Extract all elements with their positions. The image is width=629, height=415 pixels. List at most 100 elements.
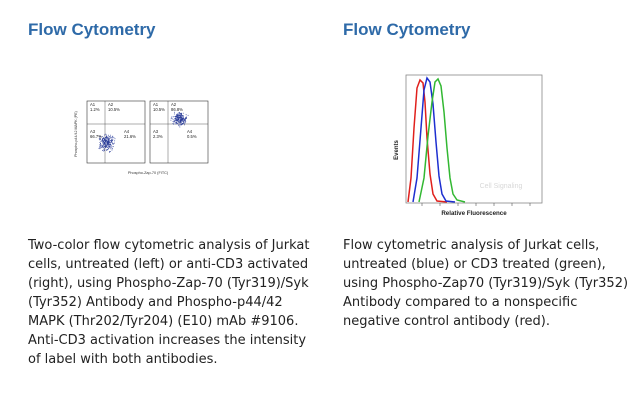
x-axis-ticks — [421, 203, 531, 206]
scatter-dot — [106, 150, 108, 151]
scatter-dot — [175, 119, 177, 121]
scatter-dot — [112, 140, 114, 142]
scatter-dot — [100, 138, 102, 140]
scatter-dot — [113, 146, 114, 148]
scatter-dot — [178, 117, 180, 119]
scatter-dot — [177, 122, 179, 124]
scatter-dot — [107, 147, 109, 148]
scatter-dot — [114, 140, 116, 142]
scatter-dot — [181, 115, 183, 117]
scatter-dot — [107, 134, 109, 136]
scatter-dot — [104, 145, 106, 147]
scatter-dot — [103, 141, 104, 142]
y-axis-label: Events — [394, 140, 400, 160]
scatter-dot — [172, 121, 174, 122]
scatter-dot — [100, 147, 102, 149]
scatter-dot — [174, 111, 176, 113]
scatter-dot — [107, 149, 109, 150]
scatter-dot — [183, 118, 185, 119]
scatter-dot — [103, 143, 105, 145]
scatter-dot — [110, 138, 112, 140]
quadrant-value: 66.7% — [90, 134, 102, 139]
scatter-dot — [176, 119, 178, 121]
quadrant-value: 10.5% — [153, 107, 165, 112]
scatter-dot — [109, 147, 110, 149]
scatter-dot — [184, 124, 185, 126]
scatter-dot — [177, 119, 179, 121]
scatter-dot — [103, 139, 105, 141]
scatter-dot — [106, 141, 108, 143]
scatter-dot — [103, 148, 105, 150]
scatter-dot — [180, 117, 182, 119]
scatter-dot — [102, 145, 104, 147]
scatter-dot — [174, 123, 176, 125]
scatter-dot — [182, 115, 184, 117]
scatter-dot — [181, 116, 183, 118]
scatter-dot — [111, 143, 113, 145]
scatter-dot — [173, 120, 175, 122]
scatter-dot — [185, 116, 187, 118]
scatter-dot — [175, 123, 177, 125]
scatter-dot — [178, 125, 180, 127]
scatter-dot — [98, 147, 100, 149]
x-axis-label: Phospho-Zap-70 (FITC) — [128, 171, 169, 175]
scatter-dot — [99, 139, 101, 141]
scatter-dot — [182, 118, 184, 120]
scatter-dot — [181, 118, 183, 120]
scatter-dot — [108, 148, 109, 149]
scatter-dot — [171, 116, 173, 118]
scatter-dot — [108, 140, 110, 142]
scatter-dot — [182, 123, 184, 125]
scatter-dot — [108, 142, 110, 143]
scatter-dot — [106, 137, 108, 138]
scatter-dot — [102, 149, 103, 151]
scatter-dot — [177, 112, 179, 114]
scatter-dot — [185, 120, 187, 122]
scatter-dot — [176, 120, 178, 122]
scatter-dot — [106, 140, 107, 142]
scatter-dot — [99, 135, 101, 137]
scatter-dot — [103, 138, 105, 140]
scatter-dot — [110, 144, 112, 146]
scatter-dot — [103, 147, 105, 149]
scatter-dot — [106, 136, 107, 138]
scatter-dot — [112, 138, 114, 140]
scatter-dot — [108, 139, 110, 140]
scatter-dot — [106, 142, 107, 144]
scatter-dot — [184, 122, 186, 124]
scatter-dot — [177, 114, 179, 116]
scatter-dot — [106, 138, 108, 140]
quadrant-value: 21.6% — [124, 134, 136, 139]
scatter-dot — [106, 145, 108, 147]
quadrant-value: 2.3% — [153, 134, 163, 139]
dot-plots-image: Phospho-p44/42 MAPK (PE) A1 1.2% A2 10.5… — [74, 100, 209, 175]
scatter-dot — [111, 137, 113, 139]
scatter-dot — [102, 142, 104, 144]
two-color-flow-figure: Phospho-p44/42 MAPK (PE) A1 1.2% A2 10.5… — [72, 97, 232, 186]
scatter-dot — [182, 112, 184, 114]
scatter-dot — [108, 145, 110, 147]
scatter-dot — [103, 140, 105, 142]
scatter-dot — [178, 112, 180, 114]
scatter-dot — [102, 147, 104, 149]
scatter-dot — [103, 150, 105, 152]
scatter-dot — [111, 146, 113, 147]
scatter-dot — [173, 121, 175, 123]
scatter-dot — [181, 120, 183, 122]
scatter-dot — [174, 119, 176, 121]
scatter-dot — [180, 121, 181, 123]
scatter-dot — [99, 144, 101, 146]
scatter-dot — [105, 134, 107, 136]
scatter-dot — [176, 122, 178, 124]
scatter-dot — [99, 145, 101, 147]
scatter-dot — [113, 137, 115, 139]
scatter-dot — [112, 135, 114, 137]
scatter-dot — [180, 112, 182, 114]
scatter-dot — [175, 116, 177, 117]
scatter-dot — [182, 119, 184, 121]
scatter-dot — [107, 143, 109, 145]
scatter-dot — [104, 137, 106, 139]
figure-caption: Flow cytometric analysis of Jurkat cells… — [343, 238, 629, 329]
scatter-dot — [175, 121, 177, 123]
scatter-dot — [108, 138, 110, 139]
